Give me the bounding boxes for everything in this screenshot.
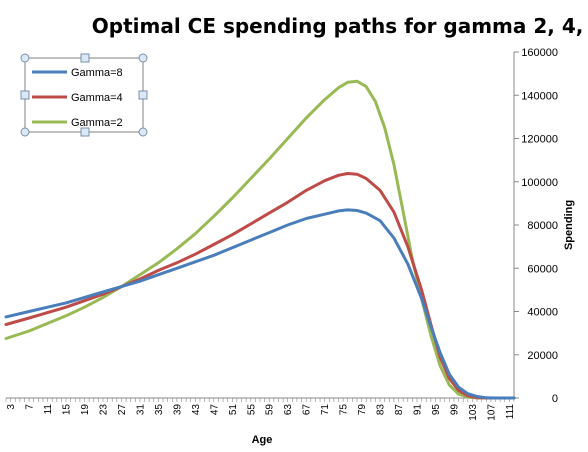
- x-axis-title: Age: [252, 434, 273, 446]
- legend-items: Gamma=8 Gamma=4 Gamma=2: [32, 67, 123, 129]
- x-tick-label: 39: [172, 404, 183, 416]
- resize-handle-bottom[interactable]: [80, 127, 90, 137]
- x-tick-label: 63: [283, 404, 294, 416]
- y-tick-label: 0: [552, 393, 558, 405]
- x-tick-label: 107: [486, 404, 497, 421]
- legend-selection-handles[interactable]: [20, 53, 148, 137]
- legend[interactable]: Gamma=8 Gamma=4 Gamma=2: [20, 53, 148, 137]
- x-tick-label: 43: [191, 404, 202, 416]
- series-line-gamma-4[interactable]: [4, 172, 516, 400]
- y-axis-ticks: 0 20000 40000 60000 80000 100000 120000 140000 1…: [514, 47, 558, 405]
- legend-box[interactable]: [24, 57, 144, 133]
- x-tick-label: 67: [302, 404, 313, 416]
- resize-handle-top[interactable]: [80, 53, 90, 63]
- y-tick-label: 160000: [521, 47, 558, 59]
- y-tick-label: 140000: [521, 90, 558, 102]
- x-tick-label: 7: [25, 404, 36, 410]
- y-tick-label: 100000: [521, 177, 558, 189]
- legend-label: Gamma=2: [71, 117, 123, 129]
- legend-label: Gamma=8: [71, 67, 123, 79]
- series-line-gamma-8[interactable]: [4, 208, 516, 400]
- x-tick-label: 99: [449, 404, 460, 416]
- x-tick-label: 103: [468, 404, 479, 421]
- x-tick-label: 91: [413, 404, 424, 416]
- x-tick-label: 27: [117, 404, 128, 416]
- x-tick-label: 35: [154, 404, 165, 416]
- x-axis-ticks: 3 7 11 15 19 23 27 31 35 39 43 47 51 55 59 63 67 71 75 79 83…: [5, 398, 516, 421]
- x-tick-label: 3: [6, 404, 17, 410]
- series-lines: [4, 79, 516, 400]
- resize-handle-top-right[interactable]: [138, 53, 148, 63]
- x-tick-label: 11: [43, 404, 54, 415]
- x-tick-label: 47: [209, 404, 220, 416]
- resize-handle-bottom-left[interactable]: [20, 127, 30, 137]
- resize-handle-left[interactable]: [20, 90, 30, 100]
- resize-handle-right[interactable]: [138, 90, 148, 100]
- x-tick-label: 71: [320, 404, 331, 416]
- x-tick-label: 59: [265, 404, 276, 416]
- x-tick-label: 51: [228, 404, 239, 416]
- y-tick-label: 40000: [527, 307, 558, 319]
- x-tick-label: 55: [246, 404, 257, 416]
- x-tick-label: 111: [505, 404, 516, 420]
- x-tick-label: 23: [98, 404, 109, 416]
- plot-area: 0 20000 40000 60000 80000 100000 120000 140000 1…: [4, 47, 558, 421]
- y-tick-label: 20000: [527, 350, 558, 362]
- resize-handle-bottom-right[interactable]: [138, 127, 148, 137]
- chart-title: Optimal CE spending paths for gamma 2, 4…: [92, 14, 588, 38]
- y-tick-label: 60000: [527, 263, 558, 275]
- y-axis-title: Spending: [563, 200, 575, 250]
- x-tick-label: 31: [135, 404, 146, 416]
- legend-label: Gamma=4: [71, 92, 123, 104]
- x-tick-label: 79: [357, 404, 368, 416]
- resize-handle-top-left[interactable]: [20, 53, 30, 63]
- y-tick-label: 120000: [521, 134, 558, 146]
- y-tick-label: 80000: [527, 220, 558, 232]
- x-tick-label: 95: [431, 404, 442, 416]
- x-tick-label: 15: [62, 404, 73, 416]
- x-tick-label: 75: [339, 404, 350, 416]
- x-tick-label: 83: [376, 404, 387, 416]
- x-tick-label: 87: [394, 404, 405, 416]
- x-tick-label: 19: [80, 404, 91, 416]
